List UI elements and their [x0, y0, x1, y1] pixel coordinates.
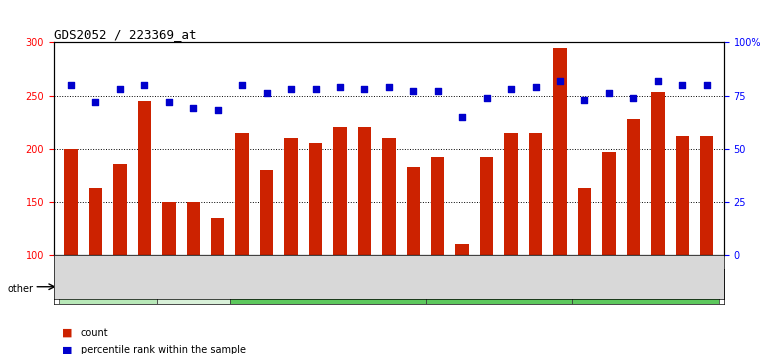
Point [310, 86, 322, 92]
Bar [572, 269, 719, 304]
Point [212, 108, 224, 113]
Point [456, 114, 468, 120]
Text: other: other [8, 284, 34, 293]
Bar [700, 136, 714, 255]
Point [114, 86, 126, 92]
Point [138, 82, 150, 88]
Bar [211, 218, 224, 255]
Point [651, 78, 664, 84]
Bar [407, 167, 420, 255]
Text: percentile rank within the sample: percentile rank within the sample [81, 346, 246, 354]
Bar [64, 149, 78, 255]
Point [162, 99, 175, 105]
Bar [426, 269, 572, 304]
Text: late secretory phase: late secretory phase [449, 282, 549, 292]
Point [676, 82, 688, 88]
Bar [333, 127, 347, 255]
Bar [504, 133, 517, 255]
Point [578, 97, 591, 103]
Text: ambiguous phase: ambiguous phase [602, 282, 689, 292]
Bar [113, 164, 126, 255]
Bar [675, 136, 689, 255]
Bar [284, 138, 298, 255]
Bar [59, 269, 156, 304]
Bar [554, 48, 567, 255]
Bar [578, 188, 591, 255]
Point [554, 78, 566, 84]
Point [407, 88, 420, 94]
Bar [89, 188, 102, 255]
Point [236, 82, 248, 88]
Text: early secretory
phase: early secretory phase [162, 277, 225, 296]
Text: ■: ■ [62, 346, 72, 354]
Bar [602, 152, 615, 255]
Point [530, 84, 542, 90]
Bar [156, 269, 230, 304]
Point [285, 86, 297, 92]
Text: ■: ■ [62, 328, 72, 338]
Point [358, 86, 370, 92]
Point [65, 82, 77, 88]
Bar [309, 143, 322, 255]
Point [480, 95, 493, 101]
Bar [162, 202, 176, 255]
Point [333, 84, 346, 90]
Bar [529, 133, 542, 255]
Text: mid secretory phase: mid secretory phase [278, 282, 378, 292]
Point [505, 86, 517, 92]
Bar [431, 157, 444, 255]
Bar [456, 244, 469, 255]
Point [701, 82, 713, 88]
Point [603, 91, 615, 96]
Bar [260, 170, 273, 255]
Point [432, 88, 444, 94]
Bar [358, 127, 371, 255]
Text: count: count [81, 328, 109, 338]
Text: GDS2052 / 223369_at: GDS2052 / 223369_at [54, 28, 196, 41]
Text: proliferative phase: proliferative phase [62, 282, 154, 292]
Bar [186, 202, 200, 255]
Bar [627, 119, 640, 255]
Point [628, 95, 640, 101]
Bar [236, 133, 249, 255]
Point [383, 84, 395, 90]
Bar [651, 92, 665, 255]
Bar [230, 269, 426, 304]
Bar [138, 101, 151, 255]
Bar [382, 138, 396, 255]
Point [260, 91, 273, 96]
Point [187, 105, 199, 111]
Bar [480, 157, 494, 255]
Point [89, 99, 102, 105]
